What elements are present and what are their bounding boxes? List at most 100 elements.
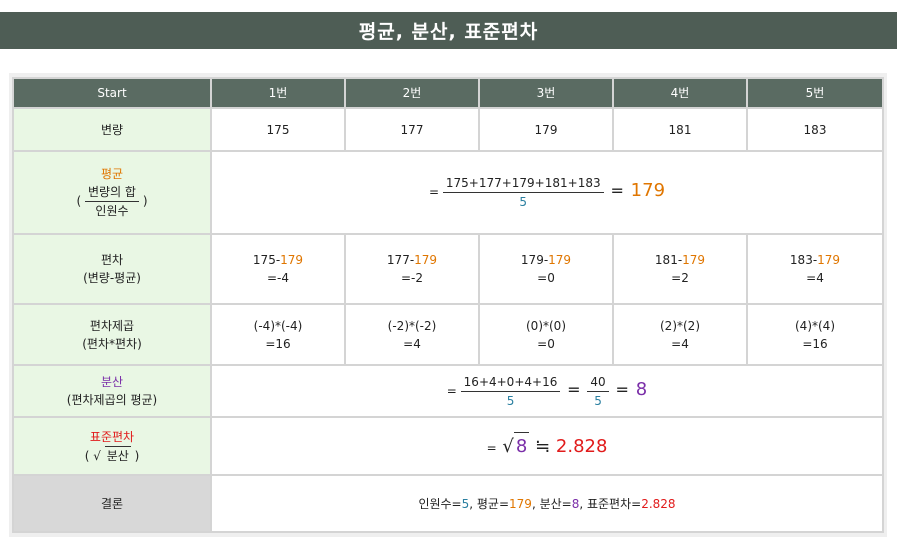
sq-deviation-cell: (4)*(4) =16 xyxy=(746,303,884,366)
variance-den2: 5 xyxy=(594,393,602,408)
sq-deviation-result: =4 xyxy=(671,336,689,351)
deviation-mean: 179 xyxy=(414,253,438,267)
sq-deviation-result: =16 xyxy=(265,336,291,351)
deviation-mean: 179 xyxy=(682,253,706,267)
sq-deviation-result: =16 xyxy=(802,336,828,351)
header-col-2: 2번 xyxy=(344,77,480,109)
header-row: Start 1번 2번 3번 4번 5번 xyxy=(12,77,884,109)
conclusion-mean: 179 xyxy=(509,496,532,511)
variate-cell: 175 xyxy=(210,107,346,152)
deviation-cell: 179-179 =0 xyxy=(478,233,614,305)
deviation-row: 편차 (변량-평균) 175-179 =-4 177-179 =-2 179-179… xyxy=(12,233,884,305)
variate-row: 변량 175 177 179 181 183 xyxy=(12,107,884,152)
sqrt-icon: √ xyxy=(502,436,514,457)
stddev-label: 표준편차 xyxy=(89,429,135,444)
variance-num2: 40 xyxy=(587,373,609,392)
deviation-mean: 179 xyxy=(548,253,572,267)
variance-mid-eq: = xyxy=(567,379,581,399)
deviation-result: =-4 xyxy=(266,271,290,285)
deviation-label-cell: 편차 (변량-평균) xyxy=(12,233,212,305)
variance-result-eq: = xyxy=(615,379,629,399)
deviation-expr: 179- xyxy=(520,253,549,267)
variance-sub: (편차제곱의 평균) xyxy=(66,393,158,407)
conclusion-var: 8 xyxy=(571,496,580,511)
sq-deviation-cell: (0)*(0) =0 xyxy=(478,303,614,366)
sq-deviation-result: =4 xyxy=(403,336,421,351)
mean-result: 179 xyxy=(630,180,666,201)
sqrt-icon: √ xyxy=(93,448,101,463)
conclusion-row: 결론 인원수=5, 평균=179, 분산=8, 표준편차=2.828 xyxy=(12,474,884,533)
stddev-formula: ( √ 분산 ) xyxy=(14,445,210,465)
deviation-result: =-2 xyxy=(400,271,424,285)
mean-label-cell: 평균 ( 변량의 합 인원수 ) xyxy=(12,150,212,235)
variance-eq: = xyxy=(446,383,457,398)
variance-count: 5 xyxy=(506,393,515,408)
variance-label: 분산 xyxy=(100,375,124,389)
variance-label-cell: 분산 (편차제곱의 평균) xyxy=(12,364,212,418)
deviation-expr: 175- xyxy=(252,253,281,267)
stddev-approx: ≒ xyxy=(535,436,551,457)
stddev-rparen: ) xyxy=(134,448,140,463)
variate-cell: 181 xyxy=(612,107,748,152)
sq-deviation-cell: (-2)*(-2) =4 xyxy=(344,303,480,366)
deviation-label: 편차 xyxy=(100,253,124,267)
stddev-sub: 분산 xyxy=(104,445,131,465)
variate-cell: 183 xyxy=(746,107,884,152)
deviation-cell: 175-179 =-4 xyxy=(210,233,346,305)
stddev-result: 2.828 xyxy=(555,436,608,457)
mean-sum: 175+177+179+181+183 xyxy=(442,174,604,193)
mean-row: 평균 ( 변량의 합 인원수 ) = 175+177+179+181+183 5… xyxy=(12,150,884,235)
sq-deviation-cell: (2)*(2) =4 xyxy=(612,303,748,366)
deviation-expr: 183- xyxy=(789,253,818,267)
deviation-result: =0 xyxy=(537,271,555,285)
header-col-5: 5번 xyxy=(746,77,884,109)
deviation-cell: 183-179 =4 xyxy=(746,233,884,305)
mean-formula-lparen: ( xyxy=(76,194,82,208)
header-col-3: 3번 xyxy=(478,77,614,109)
mean-fraction: 175+177+179+181+183 5 xyxy=(442,174,604,211)
variate-label: 변량 xyxy=(12,107,212,152)
mean-formula-fraction: 변량의 합 인원수 xyxy=(85,183,139,220)
sq-deviation-expr: (-2)*(-2) xyxy=(387,318,437,333)
page-title: 평균, 분산, 표준편차 xyxy=(0,12,897,49)
conclusion-text: 인원수= xyxy=(418,496,462,511)
stddev-eq: = xyxy=(486,441,497,455)
sq-deviation-expr: (0)*(0) xyxy=(526,318,566,333)
stddev-label-cell: 표준편차 ( √ 분산 ) xyxy=(12,416,212,476)
mean-label: 평균 xyxy=(100,167,124,181)
sq-deviation-expr: (2)*(2) xyxy=(660,318,700,333)
mean-count: 5 xyxy=(519,195,528,209)
header-col-4: 4번 xyxy=(612,77,748,109)
sq-deviation-sub: (편차*편차) xyxy=(82,336,142,351)
mean-formula: ( 변량의 합 인원수 ) xyxy=(14,183,210,220)
mean-formula-den: 인원수 xyxy=(95,204,129,218)
stddev-calc-cell: = √ 8 ≒ 2.828 xyxy=(210,416,884,476)
deviation-expr: 181- xyxy=(654,253,683,267)
deviation-cell: 181-179 =2 xyxy=(612,233,748,305)
stddev-row: 표준편차 ( √ 분산 ) = √ 8 ≒ 2.828 xyxy=(12,416,884,476)
conclusion-n: 5 xyxy=(461,496,470,511)
mean-formula-rparen: ) xyxy=(142,194,148,208)
stddev-root: 8 xyxy=(513,432,530,460)
stats-table: Start 1번 2번 3번 4번 5번 변량 175 177 179 181 … xyxy=(12,77,884,533)
deviation-expr: 177- xyxy=(386,253,415,267)
variance-fraction: 16+4+0+4+16 5 xyxy=(460,373,561,410)
stddev-lparen: ( xyxy=(84,448,90,463)
variance-result: 8 xyxy=(635,378,648,400)
header-start: Start xyxy=(12,77,212,109)
variance-calc-cell: = 16+4+0+4+16 5 = 40 5 = 8 xyxy=(210,364,884,418)
mean-calc-cell: = 175+177+179+181+183 5 = 179 xyxy=(210,150,884,235)
variance-row: 분산 (편차제곱의 평균) = 16+4+0+4+16 5 = 40 5 = 8 xyxy=(12,364,884,418)
conclusion-text: , 분산= xyxy=(531,496,572,511)
sq-deviation-expr: (4)*(4) xyxy=(795,318,835,333)
sq-deviation-cell: (-4)*(-4) =16 xyxy=(210,303,346,366)
sq-deviation-row: 편차제곱 (편차*편차) (-4)*(-4) =16 (-2)*(-2) =4 (0… xyxy=(12,303,884,366)
conclusion-cell: 인원수=5, 평균=179, 분산=8, 표준편차=2.828 xyxy=(210,474,884,533)
deviation-cell: 177-179 =-2 xyxy=(344,233,480,305)
deviation-result: =4 xyxy=(806,271,824,285)
mean-result-eq: = xyxy=(610,181,624,200)
variate-cell: 179 xyxy=(478,107,614,152)
deviation-sub: (변량-평균) xyxy=(83,271,141,285)
conclusion-label: 결론 xyxy=(12,474,212,533)
variance-sum: 16+4+0+4+16 xyxy=(460,373,561,392)
